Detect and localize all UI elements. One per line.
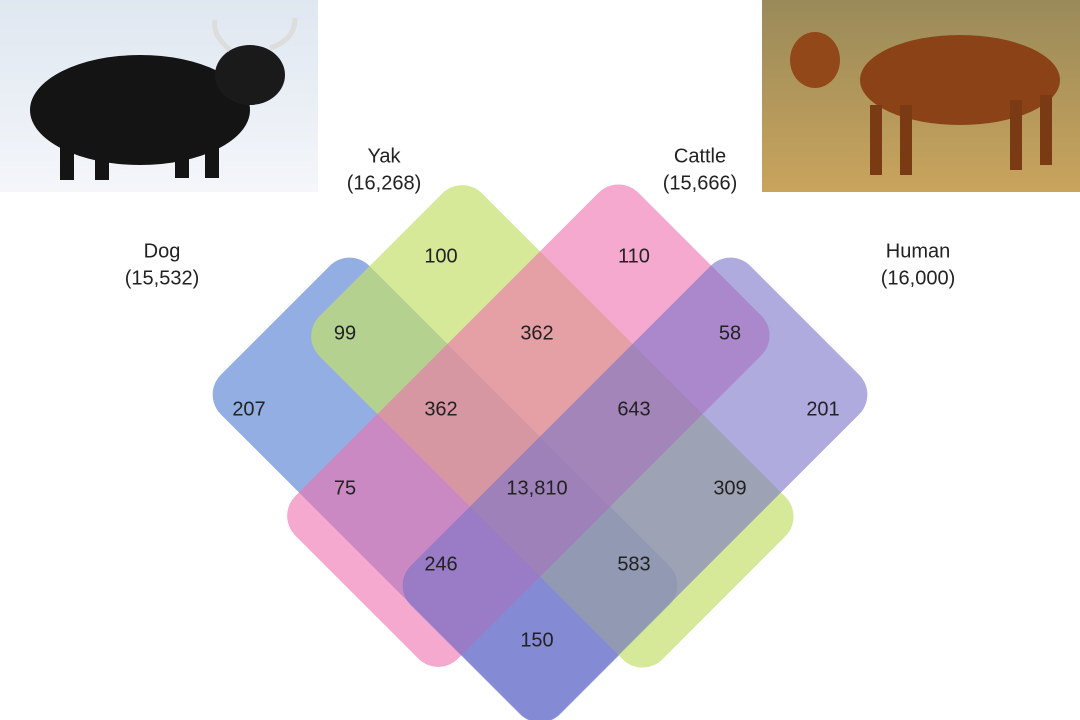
region-count: 201 <box>806 398 839 420</box>
cattle-set <box>287 184 770 667</box>
region-count: 150 <box>520 629 553 651</box>
region-count: 207 <box>232 398 265 420</box>
set-count: (15,666) <box>663 172 738 194</box>
region-count: 246 <box>424 553 457 575</box>
region-count: 75 <box>334 477 356 499</box>
region-count: 362 <box>424 398 457 420</box>
set-count: (16,000) <box>881 267 956 289</box>
region-count: 583 <box>617 553 650 575</box>
yak-photo <box>0 0 318 192</box>
set-name: Yak <box>368 145 402 167</box>
region-count: 309 <box>713 477 746 499</box>
region-count: 13,810 <box>506 477 567 499</box>
region-count: 58 <box>719 322 741 344</box>
region-count: 99 <box>334 322 356 344</box>
set-name: Dog <box>144 240 181 262</box>
region-count: 362 <box>520 322 553 344</box>
human-set <box>402 257 868 720</box>
set-name: Human <box>886 240 950 262</box>
set-name: Cattle <box>674 145 726 167</box>
region-count: 100 <box>424 245 457 267</box>
cattle-photo <box>762 0 1080 192</box>
region-count: 643 <box>617 398 650 420</box>
region-count: 110 <box>618 245 650 267</box>
set-count: (16,268) <box>347 172 422 194</box>
set-count: (15,532) <box>125 267 200 289</box>
venn-shapes <box>212 184 868 720</box>
